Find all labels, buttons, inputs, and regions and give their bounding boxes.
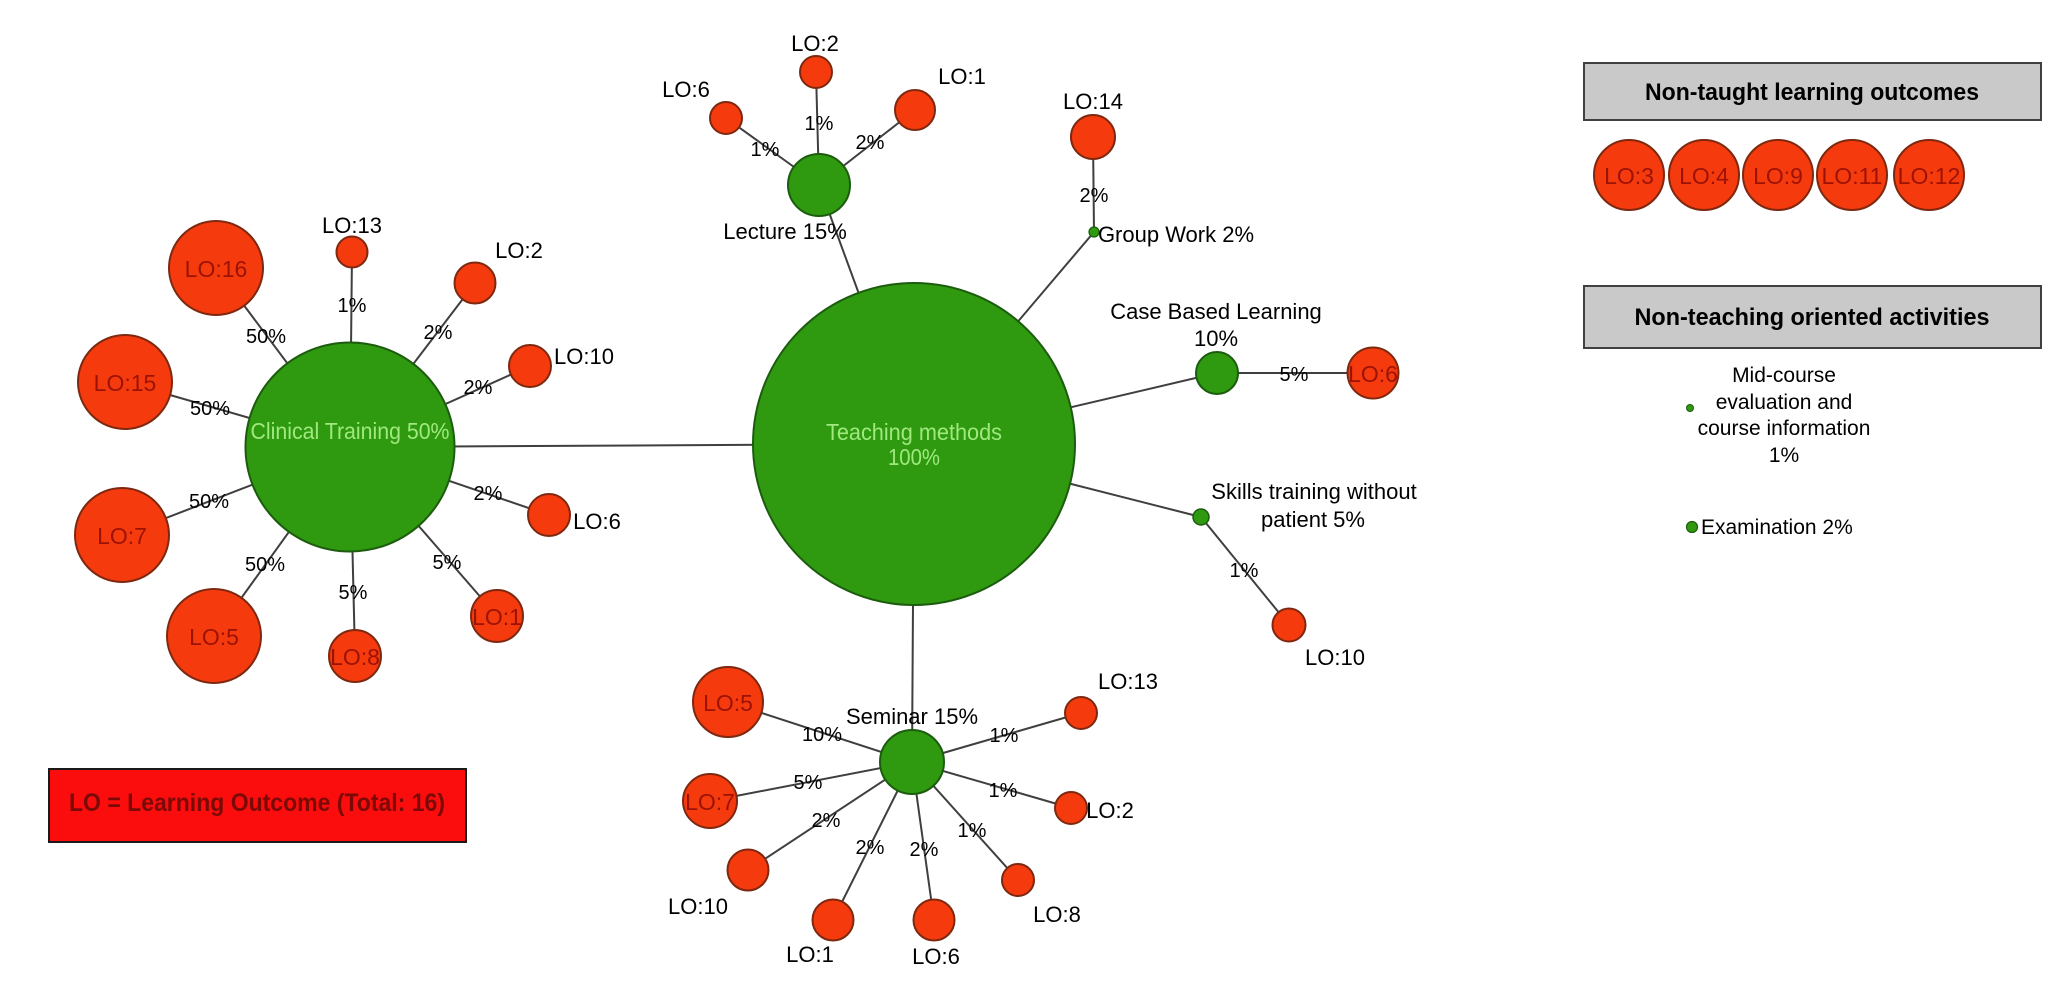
svg-text:Non-teaching oriented activiti: Non-teaching oriented activities xyxy=(1635,304,1990,331)
svg-text:10%: 10% xyxy=(1194,326,1238,351)
svg-text:LO:8: LO:8 xyxy=(330,644,380,670)
svg-text:LO:3: LO:3 xyxy=(1604,163,1654,189)
svg-text:Case Based Learning: Case Based Learning xyxy=(1110,299,1322,324)
svg-text:2%: 2% xyxy=(474,483,503,505)
svg-text:LO:4: LO:4 xyxy=(1679,163,1729,189)
svg-text:LO:16: LO:16 xyxy=(185,256,248,282)
svg-text:Skills training without: Skills training without xyxy=(1211,479,1416,504)
svg-text:1%: 1% xyxy=(958,820,987,842)
svg-text:LO:7: LO:7 xyxy=(685,789,735,815)
svg-text:LO:11: LO:11 xyxy=(1822,163,1883,189)
svg-text:1%: 1% xyxy=(989,780,1018,802)
svg-text:5%: 5% xyxy=(339,582,368,604)
svg-text:10%: 10% xyxy=(802,724,842,746)
svg-text:LO:14: LO:14 xyxy=(1063,89,1123,114)
svg-text:1%: 1% xyxy=(1230,560,1259,582)
svg-text:2%: 2% xyxy=(910,839,939,861)
svg-text:1%: 1% xyxy=(805,113,834,135)
svg-text:2%: 2% xyxy=(424,322,453,344)
svg-text:LO:5: LO:5 xyxy=(703,690,753,716)
svg-text:LO:10: LO:10 xyxy=(1305,645,1365,670)
svg-text:LO:10: LO:10 xyxy=(554,344,614,369)
svg-text:LO:2: LO:2 xyxy=(1086,798,1134,823)
svg-text:Non-taught learning outcomes: Non-taught learning outcomes xyxy=(1645,79,1979,106)
svg-text:course information: course information xyxy=(1698,417,1871,440)
svg-text:5%: 5% xyxy=(433,552,462,574)
svg-text:2%: 2% xyxy=(856,132,885,154)
svg-text:LO:8: LO:8 xyxy=(1033,902,1081,927)
svg-text:LO:5: LO:5 xyxy=(189,624,239,650)
svg-text:5%: 5% xyxy=(794,772,823,794)
svg-text:LO:12: LO:12 xyxy=(1898,163,1961,189)
svg-text:LO = Learning Outcome (Total:: LO = Learning Outcome (Total: 16) xyxy=(69,789,445,817)
svg-text:5%: 5% xyxy=(1280,364,1309,386)
svg-text:Group Work 2%: Group Work 2% xyxy=(1098,222,1254,247)
svg-text:Lecture 15%: Lecture 15% xyxy=(723,219,847,244)
svg-text:1%: 1% xyxy=(751,139,780,161)
svg-text:Teaching methods: Teaching methods xyxy=(826,419,1002,445)
svg-text:LO:1: LO:1 xyxy=(786,942,834,967)
svg-text:LO:1: LO:1 xyxy=(472,604,522,630)
svg-text:100%: 100% xyxy=(888,444,940,470)
svg-text:LO:2: LO:2 xyxy=(791,31,839,56)
svg-text:LO:15: LO:15 xyxy=(94,370,157,396)
svg-text:LO:7: LO:7 xyxy=(97,523,147,549)
svg-text:LO:13: LO:13 xyxy=(1098,669,1158,694)
svg-text:2%: 2% xyxy=(812,810,841,832)
svg-text:50%: 50% xyxy=(190,398,230,420)
svg-text:Examination 2%: Examination 2% xyxy=(1701,516,1853,539)
svg-text:50%: 50% xyxy=(189,491,229,513)
svg-text:patient 5%: patient 5% xyxy=(1261,507,1365,532)
svg-text:Mid-course: Mid-course xyxy=(1732,364,1836,387)
svg-text:LO:6: LO:6 xyxy=(1348,361,1398,387)
svg-text:2%: 2% xyxy=(1080,185,1109,207)
svg-text:LO:6: LO:6 xyxy=(573,509,621,534)
svg-text:1%: 1% xyxy=(1769,444,1799,467)
svg-text:evaluation and: evaluation and xyxy=(1716,391,1853,414)
svg-text:Clinical Training 50%: Clinical Training 50% xyxy=(251,418,450,444)
svg-text:LO:6: LO:6 xyxy=(912,944,960,969)
svg-text:2%: 2% xyxy=(464,377,493,399)
svg-text:50%: 50% xyxy=(245,554,285,576)
svg-text:Seminar 15%: Seminar 15% xyxy=(846,704,978,729)
svg-text:LO:6: LO:6 xyxy=(662,77,710,102)
svg-text:LO:1: LO:1 xyxy=(938,64,986,89)
svg-text:LO:9: LO:9 xyxy=(1753,163,1803,189)
svg-text:2%: 2% xyxy=(856,837,885,859)
svg-text:LO:10: LO:10 xyxy=(668,894,728,919)
svg-text:50%: 50% xyxy=(246,326,286,348)
svg-text:1%: 1% xyxy=(990,725,1019,747)
svg-text:LO:13: LO:13 xyxy=(322,213,382,238)
svg-text:1%: 1% xyxy=(338,295,367,317)
svg-text:LO:2: LO:2 xyxy=(495,238,543,263)
